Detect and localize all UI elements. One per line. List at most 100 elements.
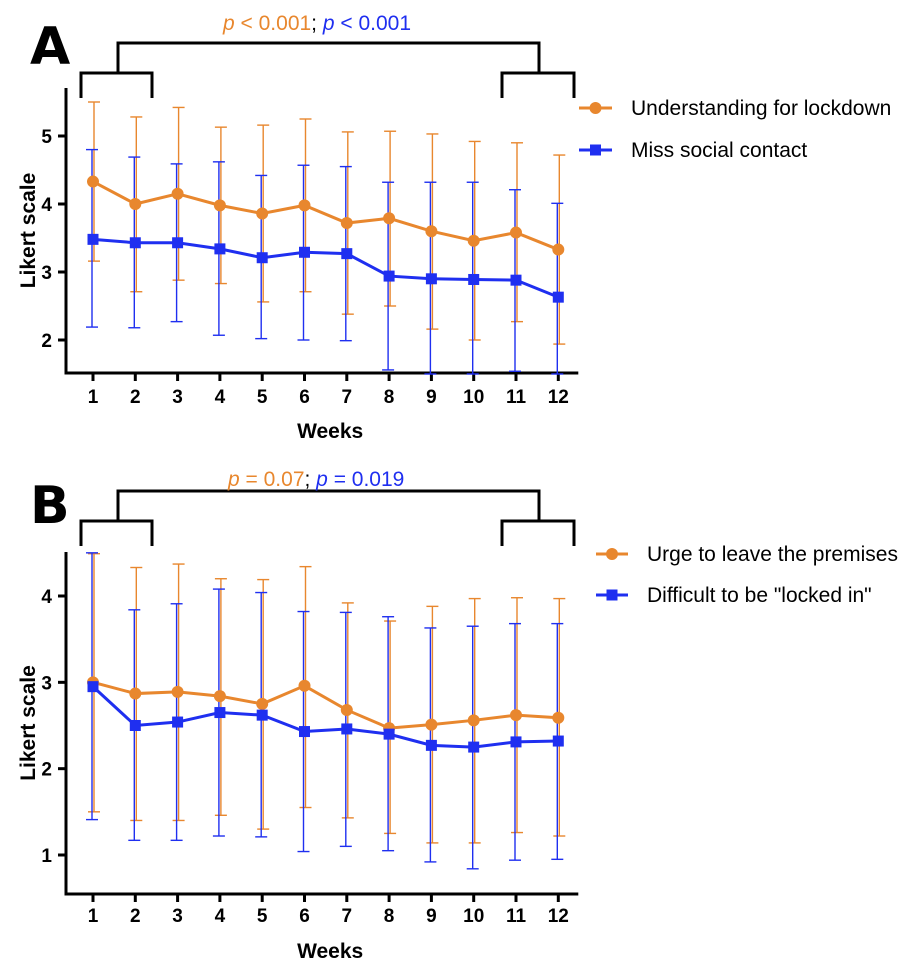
data-point xyxy=(510,226,522,239)
x-tick-label: 6 xyxy=(299,906,310,927)
x-tick-label: 10 xyxy=(463,387,484,408)
bracket-right xyxy=(500,519,576,546)
series-1-line xyxy=(91,685,559,749)
data-point xyxy=(468,273,480,285)
significance-part: p xyxy=(322,12,335,35)
data-point xyxy=(129,687,142,700)
panel-a-legend: Understanding for lockdown Miss social co… xyxy=(579,97,891,162)
data-point xyxy=(383,728,395,740)
series-0-error-bars xyxy=(88,101,566,345)
x-tick-label: 10 xyxy=(463,906,484,927)
bracket-left xyxy=(79,519,154,546)
x-tick-label: 2 xyxy=(130,906,141,927)
data-point xyxy=(340,703,353,716)
data-point xyxy=(299,726,310,738)
significance-part: ; xyxy=(305,468,317,491)
y-tick-label: 5 xyxy=(41,127,52,148)
legend-label: Understanding for lockdown xyxy=(631,97,891,120)
data-point xyxy=(468,741,480,753)
data-point xyxy=(510,274,522,286)
y-tick-label: 4 xyxy=(41,195,52,216)
panel-b-legend: Urge to leave the premises Difficult to b… xyxy=(596,543,898,607)
data-point xyxy=(171,685,184,698)
x-tick-label: 8 xyxy=(384,906,395,927)
series-1-error-bars xyxy=(86,148,564,375)
data-point xyxy=(383,270,395,282)
data-point xyxy=(552,291,564,303)
data-point xyxy=(341,248,353,260)
legend-label: Miss social contact xyxy=(631,139,807,162)
panel-b-plot-area xyxy=(86,552,566,870)
data-point xyxy=(213,690,226,703)
data-point xyxy=(299,246,310,258)
x-tick-label: 3 xyxy=(172,387,183,408)
x-tick-label: 2 xyxy=(130,387,141,408)
data-point xyxy=(552,711,565,724)
data-point xyxy=(425,718,438,731)
x-tick-label: 12 xyxy=(548,906,569,927)
significance-part: p xyxy=(315,468,328,491)
legend-marker xyxy=(606,548,618,560)
data-point xyxy=(298,679,311,692)
x-tick-label: 9 xyxy=(426,387,437,408)
panel-a-y-axis-title: Likert scale xyxy=(17,173,40,289)
significance-part: < 0.001 xyxy=(235,12,311,35)
x-tick-label: 8 xyxy=(384,387,395,408)
data-point xyxy=(87,681,99,693)
panel-b-x-axis-title: Weeks xyxy=(297,940,363,963)
data-point xyxy=(341,723,353,735)
series-1-line xyxy=(92,237,559,299)
y-tick-label: 3 xyxy=(41,673,52,694)
x-tick-label: 1 xyxy=(88,387,99,408)
panel-a-x-axis-title: Weeks xyxy=(297,420,363,443)
x-tick-label: 4 xyxy=(215,906,226,927)
panel-b-significance-bracket xyxy=(79,489,576,546)
data-point xyxy=(87,233,99,245)
y-tick-label: 4 xyxy=(41,587,52,608)
data-point xyxy=(256,709,268,721)
legend-label: Difficult to be "locked in" xyxy=(647,584,872,607)
legend-label: Urge to leave the premises xyxy=(647,543,898,566)
x-tick-label: 7 xyxy=(342,387,353,408)
bracket-top xyxy=(116,489,541,521)
data-point xyxy=(467,714,480,727)
x-tick-label: 7 xyxy=(342,906,353,927)
data-point xyxy=(467,234,480,247)
data-point xyxy=(510,736,522,748)
panel-b-y-axis-title: Likert scale xyxy=(17,665,40,781)
data-point xyxy=(129,237,141,249)
y-tick-label: 3 xyxy=(41,263,52,284)
data-point xyxy=(552,735,564,747)
x-tick-label: 11 xyxy=(506,387,527,408)
x-tick-label: 12 xyxy=(548,387,569,408)
x-tick-label: 11 xyxy=(506,906,527,927)
series-0-line xyxy=(92,680,559,730)
x-tick-label: 4 xyxy=(215,387,226,408)
data-point xyxy=(340,217,353,230)
data-point xyxy=(87,175,99,188)
legend-marker xyxy=(589,102,602,114)
data-point xyxy=(256,697,269,710)
bracket-right xyxy=(500,71,576,98)
significance-part: < 0.001 xyxy=(335,12,411,35)
bracket-left xyxy=(79,71,154,98)
x-tick-label: 6 xyxy=(299,387,310,408)
significance-part: = 0.07 xyxy=(240,468,305,491)
significance-part: p xyxy=(222,12,235,35)
significance-part: = 0.019 xyxy=(328,468,404,491)
bracket-top xyxy=(116,41,541,73)
panel-a-significance-text: p < 0.001; p < 0.001 xyxy=(222,12,411,35)
data-point xyxy=(510,709,522,722)
data-point xyxy=(256,252,268,264)
panel-b-significance-text: p = 0.07; p = 0.019 xyxy=(227,468,404,491)
x-tick-label: 3 xyxy=(172,906,183,927)
data-point xyxy=(171,187,184,200)
x-tick-label: 9 xyxy=(426,906,437,927)
panel-a-plot-area xyxy=(86,101,566,375)
data-point xyxy=(425,739,437,751)
data-point xyxy=(129,720,141,731)
